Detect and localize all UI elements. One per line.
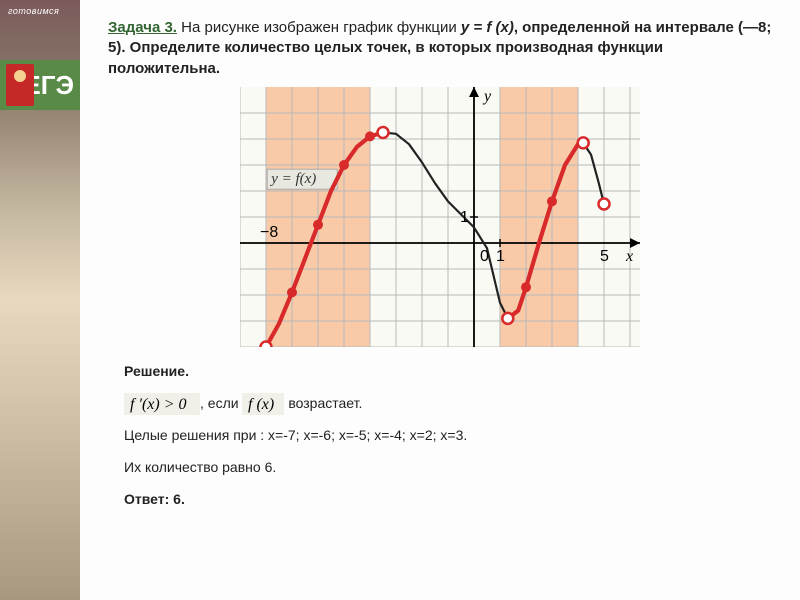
solution-line-3: Их количество равно 6.: [124, 453, 772, 481]
svg-text:y: y: [482, 88, 492, 105]
ege-logo: ЕГЭ: [0, 60, 80, 110]
svg-text:−8: −8: [260, 224, 278, 241]
solution-block: Решение. f ′(x) > 0 , если f (x) возраст…: [108, 357, 772, 513]
solution-line1a: , если: [200, 395, 242, 411]
problem-text-1: На рисунке изображен график функции: [177, 19, 461, 36]
function-chart: y = f(x)xy−80115: [240, 87, 640, 347]
svg-text:f (x): f (x): [248, 396, 274, 413]
expr-f-svg: f (x): [242, 393, 284, 415]
sidebar-tagline: готовимся: [8, 6, 59, 16]
solution-line-2: Целые решения при : x=-7; x=-6; x=-5; x=…: [124, 421, 772, 449]
expr-f: f (x): [242, 393, 284, 415]
answer: Ответ: 6.: [124, 485, 772, 513]
solution-line1b: возрастает.: [284, 395, 362, 411]
solution-header: Решение.: [124, 357, 772, 385]
svg-text:y = f(x): y = f(x): [269, 171, 316, 187]
sidebar: готовимся ЕГЭ: [0, 0, 80, 600]
expr-fprime: f ′(x) > 0: [124, 393, 200, 415]
problem-title: Задача 3.: [108, 19, 177, 36]
svg-text:0: 0: [480, 248, 489, 265]
expr-fprime-svg: f ′(x) > 0: [124, 393, 200, 415]
svg-text:1: 1: [496, 248, 505, 265]
main-content: Задача 3. На рисунке изображен график фу…: [80, 0, 800, 600]
svg-text:f ′(x) > 0: f ′(x) > 0: [130, 396, 187, 413]
solution-line-1: f ′(x) > 0 , если f (x) возрастает.: [124, 389, 772, 417]
svg-text:1: 1: [460, 209, 469, 226]
problem-func: y = f (x): [461, 19, 514, 36]
svg-text:5: 5: [600, 248, 609, 265]
problem-statement: Задача 3. На рисунке изображен график фу…: [108, 18, 772, 79]
ege-logo-text: ЕГЭ: [23, 70, 74, 101]
svg-text:x: x: [625, 248, 633, 265]
chart-container: y = f(x)xy−80115: [108, 87, 772, 347]
